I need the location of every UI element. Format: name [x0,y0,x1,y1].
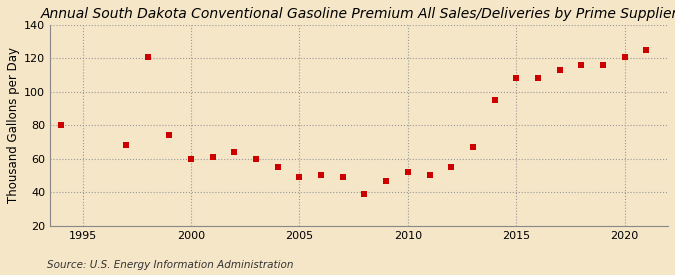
Text: Source: U.S. Energy Information Administration: Source: U.S. Energy Information Administ… [47,260,294,270]
Title: Annual South Dakota Conventional Gasoline Premium All Sales/Deliveries by Prime : Annual South Dakota Conventional Gasolin… [40,7,675,21]
Y-axis label: Thousand Gallons per Day: Thousand Gallons per Day [7,47,20,203]
